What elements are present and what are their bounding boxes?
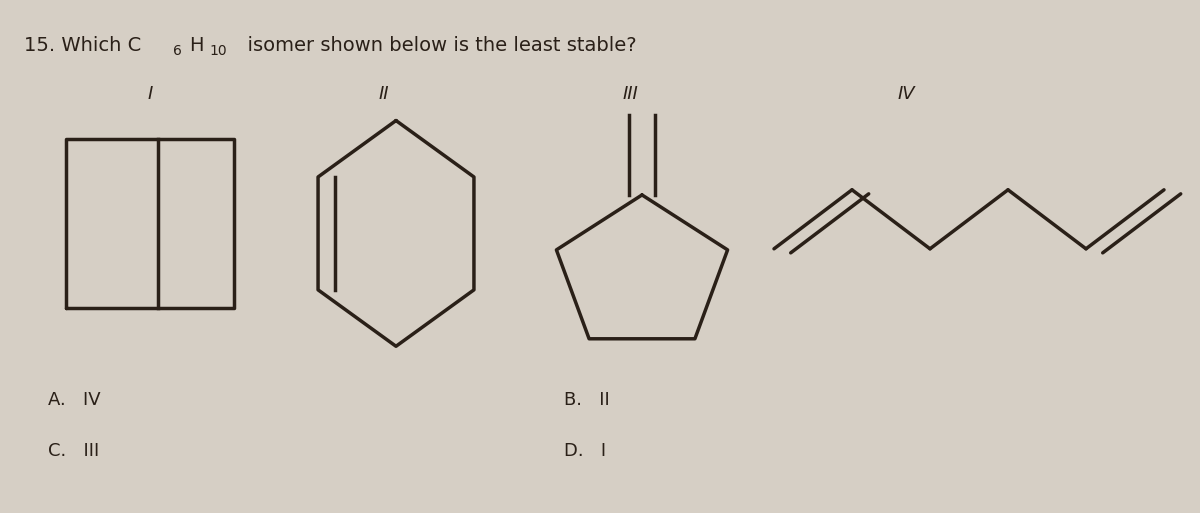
Text: III: III [622,85,638,103]
Text: A.   IV: A. IV [48,391,101,409]
Text: B.   II: B. II [564,391,610,409]
Text: 10: 10 [209,44,227,57]
Text: 6: 6 [173,44,182,57]
Text: 15. Which C: 15. Which C [24,36,142,55]
Text: isomer shown below is the least stable?: isomer shown below is the least stable? [235,36,637,55]
Text: C.   III: C. III [48,442,100,461]
Text: IV: IV [898,85,914,103]
Text: H: H [190,36,204,55]
Text: II: II [379,85,389,103]
Text: D.   I: D. I [564,442,606,461]
Text: I: I [148,85,152,103]
